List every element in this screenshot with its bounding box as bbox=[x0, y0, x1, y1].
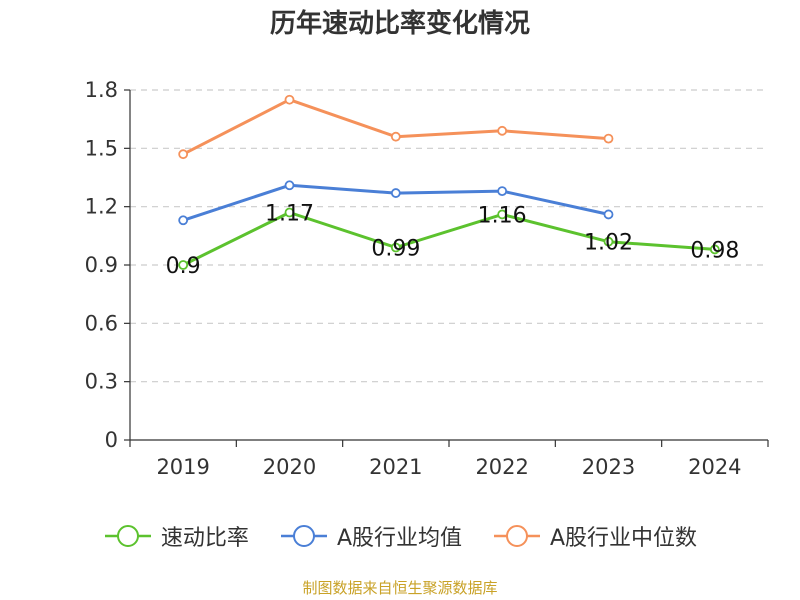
y-tick-label: 0.3 bbox=[85, 370, 118, 394]
y-tick-label: 1.5 bbox=[85, 136, 118, 160]
data-point bbox=[497, 125, 508, 136]
data-point bbox=[603, 209, 614, 220]
x-tick-label: 2021 bbox=[369, 455, 422, 479]
x-tick-label: 2022 bbox=[475, 455, 528, 479]
data-point bbox=[390, 188, 401, 198]
axes: 0 0.3 0.6 0.9 1.2 1.5 1.8 2019 2020 2021 2022 2023 2… bbox=[85, 78, 769, 479]
legend-label: A股行业均值 bbox=[336, 526, 462, 551]
legend-marker-icon bbox=[104, 525, 151, 547]
x-tick-label: 2023 bbox=[582, 455, 635, 479]
data-point bbox=[390, 242, 401, 253]
y-tick-label: 0.6 bbox=[85, 311, 118, 335]
y-tick-label: 0.9 bbox=[85, 253, 118, 277]
legend-marker-icon bbox=[494, 525, 540, 547]
data-point bbox=[390, 131, 401, 142]
y-tick-label: 1.2 bbox=[85, 195, 118, 219]
series-line-2 bbox=[182, 98, 609, 156]
x-tick-label: 2019 bbox=[156, 455, 209, 479]
grid-lines bbox=[130, 89, 768, 383]
data-point bbox=[178, 215, 189, 226]
data-point bbox=[284, 207, 295, 218]
data-label: 1.02 bbox=[584, 231, 633, 256]
data-point bbox=[497, 209, 508, 220]
series-lines bbox=[178, 94, 720, 270]
data-point bbox=[284, 94, 295, 105]
data-point bbox=[178, 260, 189, 270]
data-point bbox=[284, 180, 295, 191]
chart-title: 历年速动比率变化情况 bbox=[269, 9, 530, 39]
series-line-0 bbox=[182, 211, 715, 267]
legend-item: A股行业中位数 bbox=[492, 520, 697, 552]
legend-label: 速动比率 bbox=[160, 526, 249, 551]
y-tick-label: 1.8 bbox=[85, 78, 118, 102]
data-labels: 0.9 1.17 0.99 1.16 1.02 0.98 bbox=[166, 202, 740, 280]
data-label: 0.99 bbox=[371, 237, 420, 262]
legend-item: 速动比率 bbox=[103, 520, 249, 552]
y-tick-label: 0 bbox=[105, 428, 118, 452]
data-point bbox=[603, 133, 614, 144]
legend-marker-icon bbox=[280, 525, 327, 547]
legend-item: A股行业均值 bbox=[279, 520, 462, 552]
data-point bbox=[709, 244, 720, 255]
x-tick-label: 2020 bbox=[263, 455, 316, 479]
source-note: 制图数据来自恒生聚源数据库 bbox=[302, 579, 498, 597]
data-label: 1.16 bbox=[478, 203, 527, 228]
x-tick-label: 2024 bbox=[688, 455, 741, 479]
data-point bbox=[603, 236, 614, 247]
data-point bbox=[497, 186, 508, 197]
data-label: 1.17 bbox=[265, 202, 314, 227]
legend-label: A股行业中位数 bbox=[550, 526, 698, 551]
data-point bbox=[178, 149, 189, 160]
data-label: 0.9 bbox=[166, 254, 201, 279]
data-label: 0.98 bbox=[690, 238, 739, 263]
legend: 速动比率 A股行业均值 A股行业中位数 bbox=[0, 518, 800, 554]
